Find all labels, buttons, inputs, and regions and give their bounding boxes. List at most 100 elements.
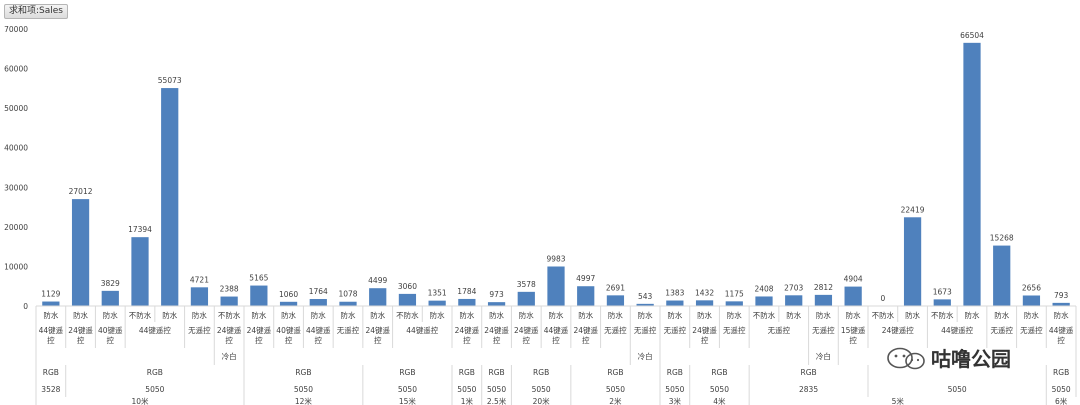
category-label-chip_groups: RGB — [399, 368, 415, 377]
category-label-led_groups: 5050 — [457, 385, 476, 394]
category-label-led_groups: 5050 — [1052, 385, 1071, 394]
category-label-remote-line: 控 — [552, 335, 560, 345]
category-label-remote: 40键遥控 — [276, 325, 301, 345]
category-label-led_groups: 5050 — [948, 385, 967, 394]
category-label-length_groups: 3米 — [669, 396, 682, 405]
category-label-waterproof: 防水 — [786, 310, 801, 320]
category-label-led_groups: 5050 — [710, 385, 729, 394]
category-label-led_groups: 5050 — [532, 385, 551, 394]
category-label-remote: 24键遥控 — [217, 325, 242, 345]
category-label-remote-line: 24键遥 — [68, 325, 93, 335]
bar — [517, 291, 535, 306]
category-label-remote-line: 控 — [107, 335, 115, 345]
category-label-waterproof: 防水 — [994, 310, 1009, 320]
category-label-remote-line: 44键遥控 — [406, 325, 439, 335]
bar — [279, 301, 298, 306]
category-label-remote: 无遥控 — [723, 325, 746, 335]
category-label-waterproof: 防水 — [697, 310, 712, 320]
category-label-chip_groups: RGB — [147, 368, 163, 377]
category-label-waterproof: 防水 — [1054, 310, 1070, 320]
category-label-remote: 无遥控 — [188, 325, 211, 335]
bar — [428, 300, 446, 306]
category-label-remote-line: 44键遥 — [306, 325, 331, 335]
category-label-remote-line: 24键遥 — [514, 325, 539, 335]
data-label: 1078 — [338, 290, 357, 299]
data-label: 2408 — [754, 284, 773, 293]
category-label-remote: 44键遥控 — [544, 325, 569, 345]
bar — [963, 42, 981, 307]
category-label-remote: 44键遥控 — [406, 325, 439, 335]
category-label-remote: 无遥控 — [634, 325, 657, 335]
data-label: 9983 — [546, 254, 565, 263]
bar — [458, 298, 476, 306]
category-label-remote-line: 控 — [701, 335, 709, 345]
bar — [369, 288, 387, 306]
bar — [398, 293, 417, 306]
bar — [814, 294, 833, 306]
category-label-waterproof: 防水 — [489, 310, 504, 320]
category-label-remote: 无遥控 — [337, 325, 360, 335]
category-label-waterproof: 防水 — [311, 310, 326, 320]
category-label-waterproof: 防水 — [43, 310, 58, 320]
y-tick-label: 60000 — [4, 65, 28, 74]
category-label-remote: 44键遥控 — [306, 325, 331, 345]
category-label-remote-line: 无遥控 — [634, 325, 657, 335]
data-label: 1784 — [457, 287, 476, 296]
category-label-remote-line: 44键遥 — [544, 325, 569, 335]
bar — [606, 295, 625, 306]
category-label-remote-line: 40键遥 — [276, 325, 301, 335]
category-label-remote: 24键遥控 — [573, 325, 598, 345]
bar — [487, 302, 506, 306]
bar — [161, 88, 179, 306]
y-tick-label: 10000 — [4, 262, 28, 271]
category-label-remote-line: 24键遥 — [692, 325, 717, 335]
category-label-remote: 无遥控 — [768, 325, 791, 335]
data-label: 2691 — [606, 283, 625, 292]
category-label-length_groups: 2.5米 — [487, 396, 507, 405]
category-label-remote-line: 无遥控 — [990, 325, 1013, 335]
field-list-tag[interactable]: 求和项:Sales — [4, 4, 68, 19]
data-label: 66504 — [960, 31, 984, 40]
category-label-waterproof: 防水 — [638, 310, 653, 320]
category-label-waterproof: 防水 — [816, 310, 831, 320]
category-label-remote-line: 无遥控 — [812, 325, 835, 335]
category-label-waterproof: 防水 — [519, 310, 534, 320]
data-label: 1383 — [665, 289, 684, 298]
category-label-remote: 24键遥控 — [484, 325, 509, 345]
bar — [1052, 302, 1070, 306]
bar — [190, 287, 209, 306]
category-label-chip_groups: RGB — [459, 368, 475, 377]
category-label-waterproof: 防水 — [905, 310, 920, 320]
bar — [844, 286, 862, 306]
category-label-remote: 44键遥控 — [139, 325, 172, 335]
category-label-waterproof: 防水 — [727, 310, 742, 320]
data-label: 4499 — [368, 276, 387, 285]
y-tick-label: 20000 — [4, 223, 28, 232]
category-label-remote: 24键遥控 — [365, 325, 390, 345]
category-label-remote-line: 24键遥 — [217, 325, 242, 335]
data-label: 5165 — [249, 274, 268, 283]
category-label-chip_groups: RGB — [800, 368, 816, 377]
y-tick-label: 30000 — [4, 183, 28, 192]
bar — [131, 237, 149, 306]
category-label-remote-line: 44键遥 — [39, 325, 64, 335]
category-axis: 防水 防水 防水 不防水 防水 防水 不防水 防水 防水 防水 防水 防水 不防水 防水 防水 防水 防水 防水防… — [35, 305, 1077, 405]
category-label-remote-line: 24键遥 — [573, 325, 598, 335]
category-label-waterproof: 防水 — [608, 310, 623, 320]
category-label-remote: 无遥控 — [664, 325, 687, 335]
category-label-chip_groups: RGB — [667, 368, 683, 377]
category-label-remote-line: 控 — [523, 335, 531, 345]
category-label-remote-line: 控 — [285, 335, 293, 345]
data-label: 4997 — [576, 274, 595, 283]
y-tick-label: 50000 — [4, 104, 28, 113]
category-label-waterproof: 防水 — [667, 310, 682, 320]
category-label-waterproof: 防水 — [549, 310, 564, 320]
category-label-remote-line: 24键遥控 — [882, 325, 915, 335]
watermark-text: 咕噜公园 — [931, 347, 1011, 371]
category-label-length_groups: 10米 — [131, 396, 149, 405]
category-label-led_groups: 2835 — [799, 385, 818, 394]
category-label-led_groups: 5050 — [145, 385, 164, 394]
category-label-length_groups: 1米 — [461, 396, 474, 405]
category-label-remote-line: 24键遥 — [247, 325, 272, 335]
category-label-waterproof: 不防水 — [931, 310, 954, 320]
